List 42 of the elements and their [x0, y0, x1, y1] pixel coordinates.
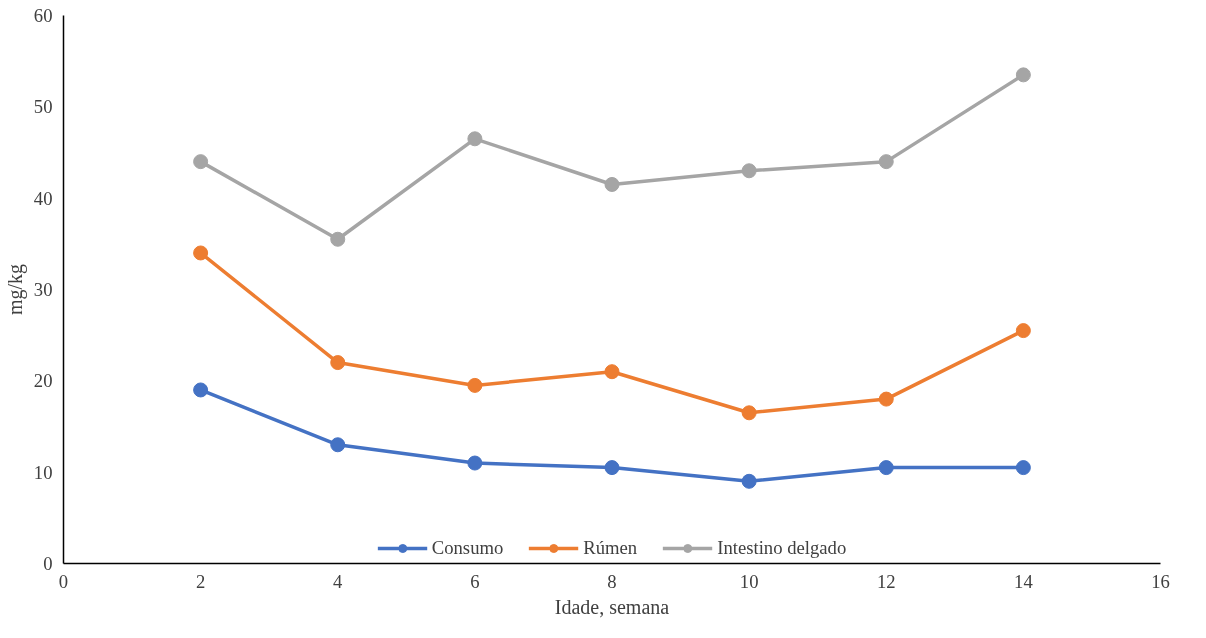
point	[330, 437, 346, 453]
x-tick-label: 0	[58, 570, 69, 592]
point	[467, 455, 483, 471]
point	[878, 391, 894, 407]
y-tick-label: 10	[33, 461, 53, 483]
point	[1015, 460, 1031, 476]
x-tick-label: 14	[1014, 570, 1034, 592]
x-tick-label: 12	[876, 570, 896, 592]
point	[604, 176, 620, 192]
x-tick-label: 2	[195, 570, 206, 592]
y-tick-label: 30	[33, 279, 53, 300]
point	[741, 163, 757, 179]
point	[193, 245, 209, 261]
point	[604, 364, 620, 380]
y-axis-title: mg/kg	[3, 263, 27, 316]
point	[467, 377, 483, 393]
y-tick-label: 40	[33, 187, 53, 209]
point	[878, 460, 894, 476]
y-tick-label: 20	[33, 370, 53, 392]
x-tick-label: 8	[607, 570, 617, 592]
point	[878, 154, 894, 170]
point	[604, 460, 620, 476]
point	[193, 382, 209, 398]
point	[330, 355, 346, 371]
point	[741, 473, 757, 489]
y-tick-label: 60	[33, 5, 53, 26]
point	[1015, 323, 1031, 339]
y-tick-label: 0	[43, 553, 53, 574]
x-tick-label: 4	[333, 570, 344, 592]
x-tick-label: 6	[470, 570, 480, 592]
point	[467, 131, 483, 147]
x-tick-label: 10	[739, 570, 759, 592]
y-tick-label: 50	[33, 96, 53, 118]
x-tick-label: 16	[1151, 570, 1170, 592]
point	[193, 154, 209, 170]
legend-label: Consumo	[431, 537, 504, 559]
legend-label: Intestino delgado	[717, 537, 847, 559]
legend-label: Rúmen	[583, 537, 638, 559]
point	[1015, 67, 1031, 83]
x-axis-title: Idade, semana	[554, 595, 670, 618]
point	[741, 405, 757, 421]
point	[330, 231, 346, 247]
